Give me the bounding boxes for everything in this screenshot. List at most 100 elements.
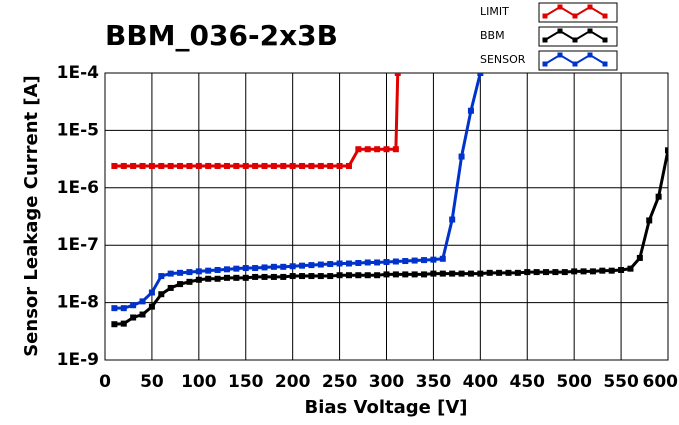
x-axis-label: Bias Voltage [V] — [305, 397, 468, 418]
data-point — [392, 258, 399, 265]
data-point — [477, 270, 484, 277]
data-point — [627, 265, 634, 272]
data-point — [580, 268, 587, 275]
data-point — [467, 270, 474, 277]
data-point — [214, 162, 221, 169]
data-point — [299, 162, 306, 169]
data-point — [177, 162, 184, 169]
data-point — [336, 272, 343, 279]
x-tick-label: 400 — [463, 372, 499, 392]
data-point — [374, 146, 381, 153]
data-point — [392, 271, 399, 278]
y-tick-label: 1E-4 — [57, 63, 99, 83]
data-point — [505, 269, 512, 276]
data-point — [158, 273, 165, 280]
data-point — [608, 267, 615, 274]
data-point — [261, 162, 268, 169]
legend-marker — [542, 61, 548, 67]
plot-data — [111, 73, 668, 328]
legend-marker — [542, 13, 548, 19]
data-point — [439, 270, 446, 277]
data-point — [214, 266, 221, 273]
data-point — [458, 270, 465, 277]
data-point — [402, 271, 409, 278]
data-point — [233, 265, 240, 272]
data-point — [467, 107, 474, 114]
data-point — [205, 267, 212, 274]
data-point — [280, 263, 287, 270]
data-point — [289, 263, 296, 270]
data-point — [317, 162, 324, 169]
legend-marker — [602, 37, 608, 43]
legend-marker — [572, 13, 578, 19]
data-point — [308, 162, 315, 169]
legend-marker — [542, 37, 548, 43]
x-tick-label: 500 — [556, 372, 592, 392]
data-point — [636, 254, 643, 261]
data-point — [439, 255, 446, 262]
data-point — [458, 153, 465, 160]
data-point — [345, 162, 352, 169]
data-point — [599, 267, 606, 274]
data-point — [280, 162, 287, 169]
data-point — [355, 146, 362, 153]
legend-marker — [572, 61, 578, 67]
data-point — [139, 298, 146, 305]
data-point — [195, 268, 202, 275]
chart-title: BBM_036-2x3B — [105, 19, 338, 52]
data-point — [345, 272, 352, 279]
y-tick-label: 1E-6 — [57, 178, 99, 198]
data-point — [252, 265, 259, 272]
legend-label: BBM — [480, 29, 505, 42]
y-axis-label: Sensor Leakage Current [A] — [21, 75, 42, 357]
data-point — [383, 271, 390, 278]
data-point — [289, 162, 296, 169]
data-point — [571, 268, 578, 275]
data-point — [270, 263, 277, 270]
data-point — [186, 278, 193, 285]
data-point — [270, 273, 277, 280]
data-point — [449, 216, 456, 223]
data-point — [223, 274, 230, 281]
data-point — [158, 291, 165, 298]
data-point — [486, 269, 493, 276]
data-point — [261, 273, 268, 280]
data-point — [327, 273, 334, 280]
data-point — [364, 259, 371, 266]
legend-marker — [587, 52, 593, 58]
x-tick-label: 150 — [228, 372, 264, 392]
data-point — [299, 262, 306, 269]
data-point — [421, 257, 428, 264]
data-point — [336, 260, 343, 267]
data-point — [167, 270, 174, 277]
series-line — [114, 73, 482, 310]
data-point — [477, 73, 484, 76]
data-point — [561, 269, 568, 276]
data-point — [336, 162, 343, 169]
legend-marker — [587, 28, 593, 34]
data-point — [186, 162, 193, 169]
data-point — [261, 264, 268, 271]
x-tick-label: 0 — [99, 372, 111, 392]
data-point — [364, 272, 371, 279]
data-point — [317, 273, 324, 280]
data-point — [177, 281, 184, 288]
x-tick-label: 550 — [603, 372, 639, 392]
data-point — [242, 265, 249, 272]
data-point — [552, 269, 559, 276]
x-tick-label: 450 — [510, 372, 546, 392]
data-point — [524, 269, 531, 276]
data-point — [289, 273, 296, 280]
x-tick-label: 350 — [416, 372, 452, 392]
data-point — [383, 146, 390, 153]
data-point — [111, 321, 118, 328]
data-point — [383, 258, 390, 265]
data-point — [430, 270, 437, 277]
data-point — [233, 162, 240, 169]
data-point — [214, 275, 221, 282]
x-tick-label: 300 — [369, 372, 405, 392]
data-point — [205, 275, 212, 282]
data-point — [449, 270, 456, 277]
data-point — [148, 303, 155, 310]
data-point — [223, 266, 230, 273]
